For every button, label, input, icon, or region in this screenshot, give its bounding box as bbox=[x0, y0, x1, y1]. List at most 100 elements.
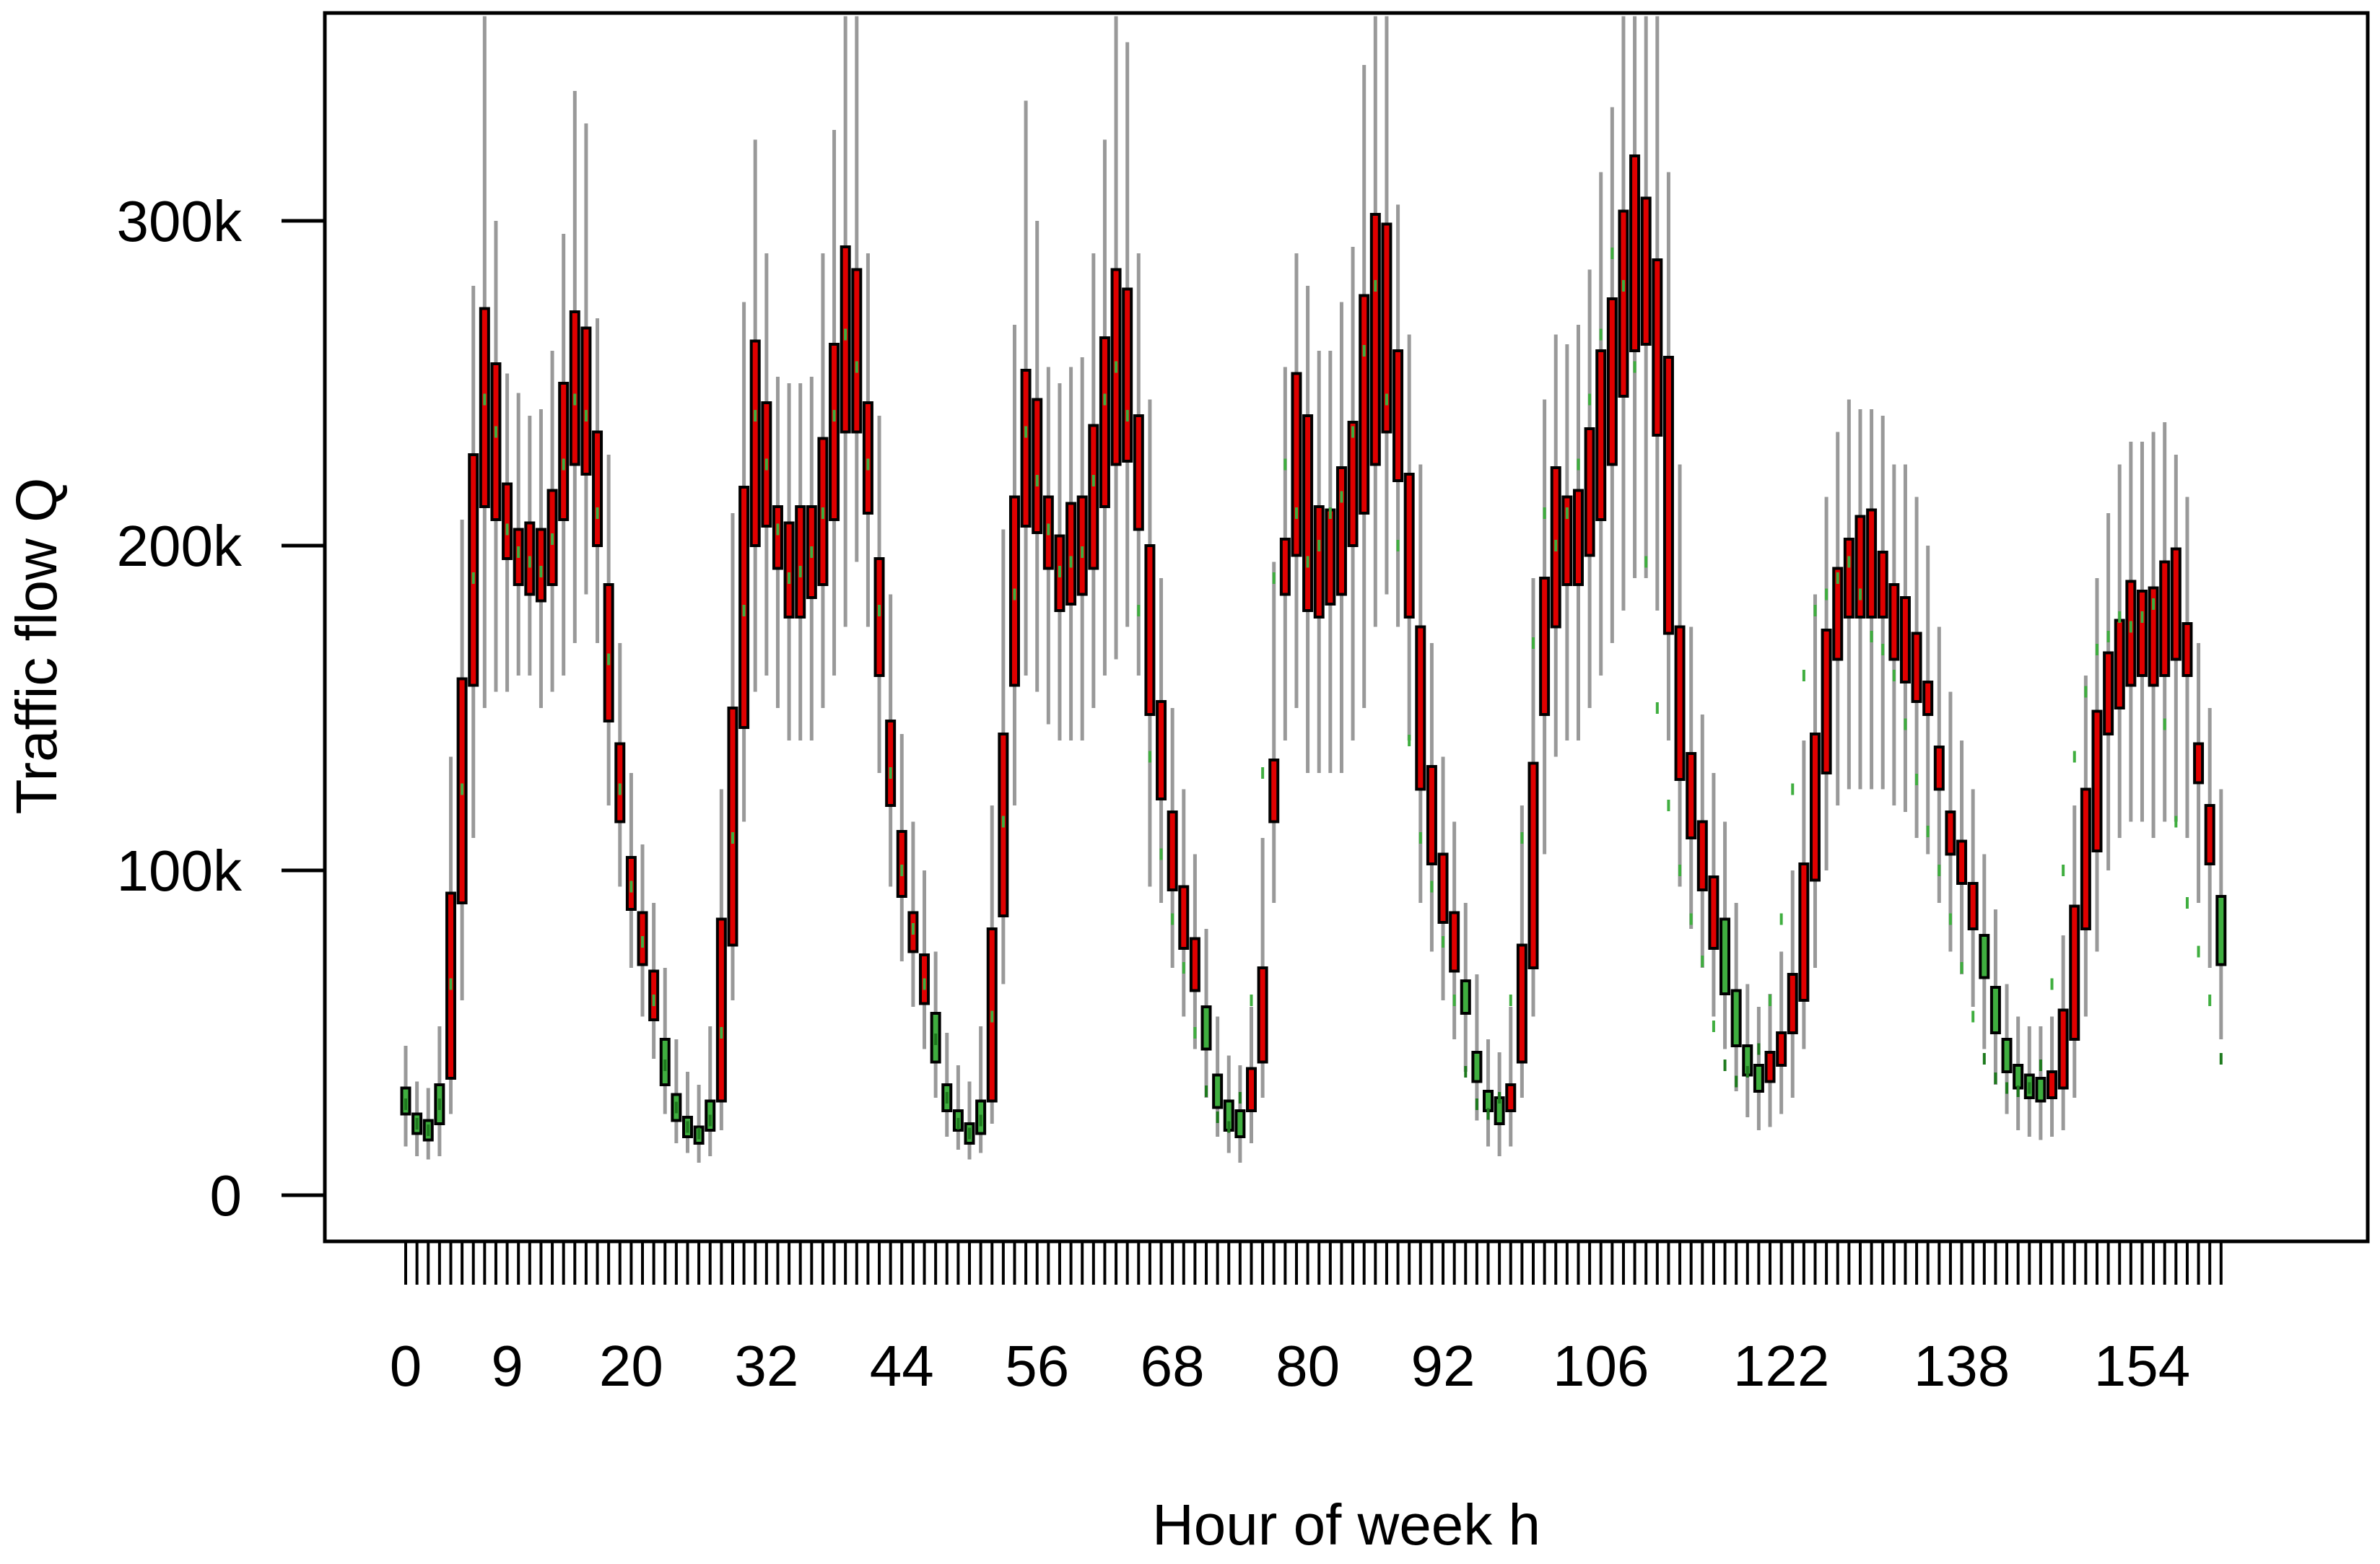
box-29 bbox=[727, 707, 738, 947]
y-axis-title: Traffic flow Q bbox=[4, 478, 69, 815]
box-127 bbox=[1832, 567, 1844, 661]
box-112 bbox=[1662, 356, 1674, 635]
y-tick-label-3: 300k bbox=[117, 189, 243, 253]
box-142 bbox=[2001, 1038, 2013, 1073]
box-107 bbox=[1606, 297, 1618, 466]
box-15 bbox=[569, 310, 580, 466]
box-82 bbox=[1325, 508, 1336, 606]
box-87 bbox=[1381, 222, 1392, 434]
box-41 bbox=[862, 401, 873, 515]
box-114 bbox=[1686, 752, 1697, 839]
box-55 bbox=[1020, 369, 1032, 528]
box-60 bbox=[1076, 495, 1088, 596]
box-94 bbox=[1460, 979, 1471, 1015]
box-136 bbox=[1933, 746, 1945, 791]
box-147 bbox=[2057, 1008, 2069, 1090]
box-43 bbox=[885, 720, 897, 807]
box-159 bbox=[2193, 742, 2205, 785]
box-123 bbox=[1787, 973, 1798, 1034]
box-31 bbox=[749, 339, 761, 547]
box-115 bbox=[1696, 820, 1708, 891]
box-71 bbox=[1200, 1005, 1212, 1051]
box-121 bbox=[1764, 1051, 1776, 1083]
box-113 bbox=[1674, 625, 1686, 781]
box-131 bbox=[1877, 551, 1888, 619]
box-16 bbox=[580, 326, 592, 476]
whiskers-layer bbox=[404, 16, 2223, 1163]
box-80 bbox=[1302, 414, 1314, 612]
box-153 bbox=[2125, 580, 2137, 687]
box-34 bbox=[783, 521, 795, 619]
box-65 bbox=[1133, 414, 1144, 531]
box-79 bbox=[1291, 372, 1302, 557]
y-axis: 0 100k 200k 300k bbox=[117, 189, 325, 1228]
box-155 bbox=[2148, 586, 2159, 687]
box-18 bbox=[603, 583, 614, 722]
plot-frame bbox=[323, 11, 2370, 1244]
box-122 bbox=[1776, 1031, 1787, 1067]
box-128 bbox=[1843, 538, 1854, 619]
box-161 bbox=[2215, 895, 2227, 966]
box-93 bbox=[1449, 911, 1460, 973]
box-110 bbox=[1640, 196, 1652, 346]
box-78 bbox=[1279, 538, 1291, 596]
box-156 bbox=[2159, 560, 2171, 677]
box-103 bbox=[1561, 495, 1573, 586]
box-40 bbox=[851, 268, 863, 434]
box-160 bbox=[2204, 804, 2215, 865]
box-83 bbox=[1335, 466, 1347, 596]
box-90 bbox=[1415, 625, 1426, 791]
box-19 bbox=[614, 742, 626, 823]
box-108 bbox=[1618, 209, 1629, 398]
box-6 bbox=[468, 453, 479, 687]
box-85 bbox=[1359, 294, 1370, 515]
box-28 bbox=[715, 917, 727, 1103]
x-tick-label-10: 122 bbox=[1733, 1334, 1829, 1398]
box-105 bbox=[1584, 427, 1595, 557]
x-axis-title: Hour of week h bbox=[1152, 1493, 1540, 1557]
box-70 bbox=[1189, 937, 1200, 992]
box-145 bbox=[2035, 1077, 2046, 1103]
box-134 bbox=[1911, 632, 1922, 703]
box-116 bbox=[1708, 875, 1719, 950]
box-7 bbox=[479, 307, 490, 508]
box-100 bbox=[1527, 761, 1539, 969]
box-74 bbox=[1234, 1109, 1246, 1138]
box-151 bbox=[2103, 651, 2114, 735]
box-64 bbox=[1122, 287, 1133, 463]
y-tick-label-1: 100k bbox=[117, 839, 243, 903]
box-68 bbox=[1167, 811, 1178, 891]
box-66 bbox=[1144, 544, 1156, 716]
box-69 bbox=[1178, 885, 1190, 950]
box-59 bbox=[1065, 502, 1077, 606]
box-14 bbox=[558, 382, 570, 521]
box-101 bbox=[1539, 577, 1551, 716]
box-157 bbox=[2170, 547, 2181, 661]
box-98 bbox=[1505, 1083, 1517, 1112]
box-148 bbox=[2069, 904, 2080, 1041]
box-77 bbox=[1268, 759, 1280, 823]
box-56 bbox=[1032, 398, 1043, 534]
box-38 bbox=[829, 343, 840, 521]
box-135 bbox=[1922, 681, 1934, 716]
y-tick-label-2: 200k bbox=[117, 514, 243, 578]
box-96 bbox=[1483, 1090, 1494, 1112]
box-35 bbox=[795, 505, 806, 619]
boxes-layer bbox=[400, 154, 2227, 1145]
box-95 bbox=[1471, 1051, 1483, 1083]
box-132 bbox=[1888, 583, 1900, 661]
box-92 bbox=[1437, 852, 1449, 924]
box-117 bbox=[1719, 917, 1731, 995]
box-91 bbox=[1426, 765, 1437, 865]
box-104 bbox=[1572, 489, 1584, 586]
x-tick-label-5: 56 bbox=[1005, 1334, 1069, 1398]
x-tick-label-0: 0 bbox=[390, 1334, 422, 1398]
box-126 bbox=[1821, 629, 1832, 774]
box-42 bbox=[873, 557, 885, 677]
x-tick-label-6: 68 bbox=[1141, 1334, 1205, 1398]
box-86 bbox=[1369, 213, 1381, 466]
box-9 bbox=[502, 482, 513, 560]
box-152 bbox=[2114, 619, 2125, 709]
x-tick-label-11: 138 bbox=[1914, 1334, 2010, 1398]
